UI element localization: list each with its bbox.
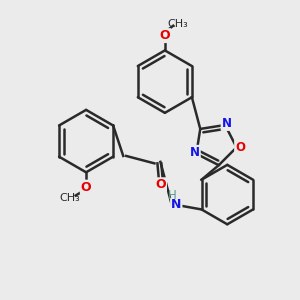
Text: N: N (222, 117, 232, 130)
Text: O: O (235, 141, 245, 154)
Text: O: O (160, 29, 170, 42)
Text: CH₃: CH₃ (167, 19, 188, 29)
Text: N: N (171, 199, 181, 212)
Text: CH₃: CH₃ (59, 193, 80, 202)
Text: H: H (168, 189, 177, 202)
Text: O: O (81, 181, 92, 194)
Text: N: N (190, 146, 200, 159)
Text: O: O (155, 178, 166, 191)
